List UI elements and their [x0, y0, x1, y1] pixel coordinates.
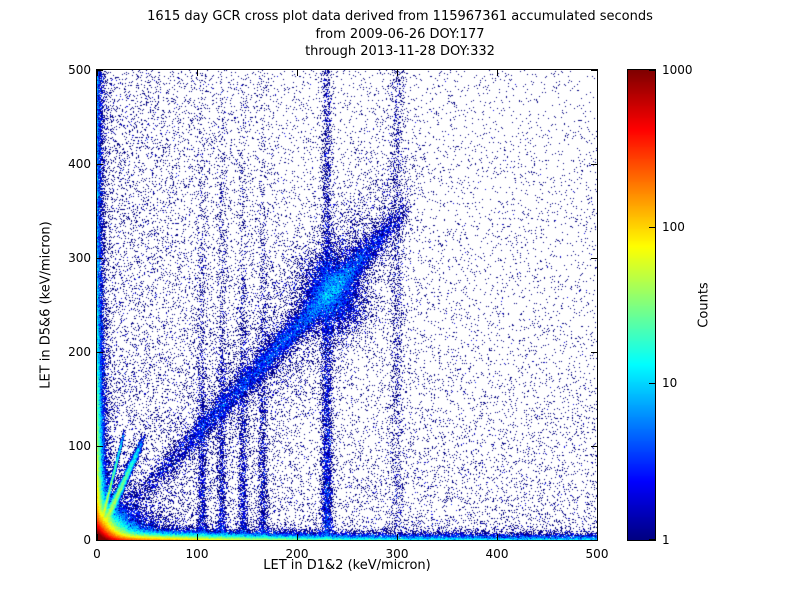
colorbar-tick-label: 1000 [662, 63, 693, 77]
x-tick-mark [497, 534, 498, 540]
x-tick-mark [297, 534, 298, 540]
x-tick-label: 100 [185, 547, 209, 561]
y-tick-label: 500 [68, 63, 91, 77]
chart-title-block: 1615 day GCR cross plot data derived fro… [0, 8, 800, 61]
x-tick-mark-top [597, 70, 598, 76]
x-tick-mark [97, 534, 98, 540]
y-axis-label: LET in D5&6 (keV/micron) [38, 221, 54, 389]
x-tick-label: 300 [385, 547, 409, 561]
y-tick-mark [97, 258, 103, 259]
scatter-plot-area [97, 70, 597, 540]
colorbar-tick-mark [649, 70, 655, 71]
y-tick-label: 400 [68, 157, 91, 171]
y-tick-label: 200 [68, 345, 91, 359]
chart-title-line3: through 2013-11-28 DOY:332 [305, 44, 495, 59]
x-tick-label: 400 [485, 547, 509, 561]
y-tick-mark-right [591, 164, 597, 165]
x-tick-mark-top [297, 70, 298, 76]
y-tick-mark-right [591, 540, 597, 541]
x-tick-label: 500 [585, 547, 609, 561]
colorbar-tick-mark [649, 226, 655, 228]
y-tick-mark [97, 352, 103, 353]
chart-title-line1: 1615 day GCR cross plot data derived fro… [147, 9, 653, 24]
x-tick-mark [197, 534, 198, 540]
x-tick-label: 200 [285, 547, 309, 561]
colorbar-axis-label: Counts [696, 282, 712, 328]
colorbar-tick-mark [649, 383, 655, 385]
x-tick-mark-top [197, 70, 198, 76]
y-tick-mark [97, 446, 103, 447]
colorbar [628, 70, 655, 540]
y-tick-mark [97, 70, 103, 71]
chart-title-line2: from 2009-06-26 DOY:177 [315, 26, 485, 42]
colorbar-tick-label: 100 [662, 219, 685, 234]
y-tick-mark-right [591, 70, 597, 71]
y-tick-mark [97, 164, 103, 165]
y-tick-label: 100 [68, 439, 91, 453]
y-tick-mark [97, 540, 103, 541]
x-tick-mark-top [397, 70, 398, 76]
colorbar-tick-mark [649, 539, 655, 540]
x-axis-label: LET in D1&2 (keV/micron) [263, 558, 431, 573]
y-tick-mark-right [591, 352, 597, 353]
y-tick-mark-right [591, 258, 597, 259]
x-tick-mark [397, 534, 398, 540]
colorbar-tick-label: 1 [662, 533, 670, 547]
y-tick-label: 0 [83, 533, 91, 547]
x-tick-mark [597, 534, 598, 540]
x-tick-label: 0 [93, 547, 101, 561]
x-tick-mark-top [497, 70, 498, 76]
colorbar-tick-label: 10 [662, 376, 678, 391]
y-tick-label: 300 [68, 251, 91, 265]
x-tick-mark-top [97, 70, 98, 76]
y-tick-mark-right [591, 446, 597, 447]
